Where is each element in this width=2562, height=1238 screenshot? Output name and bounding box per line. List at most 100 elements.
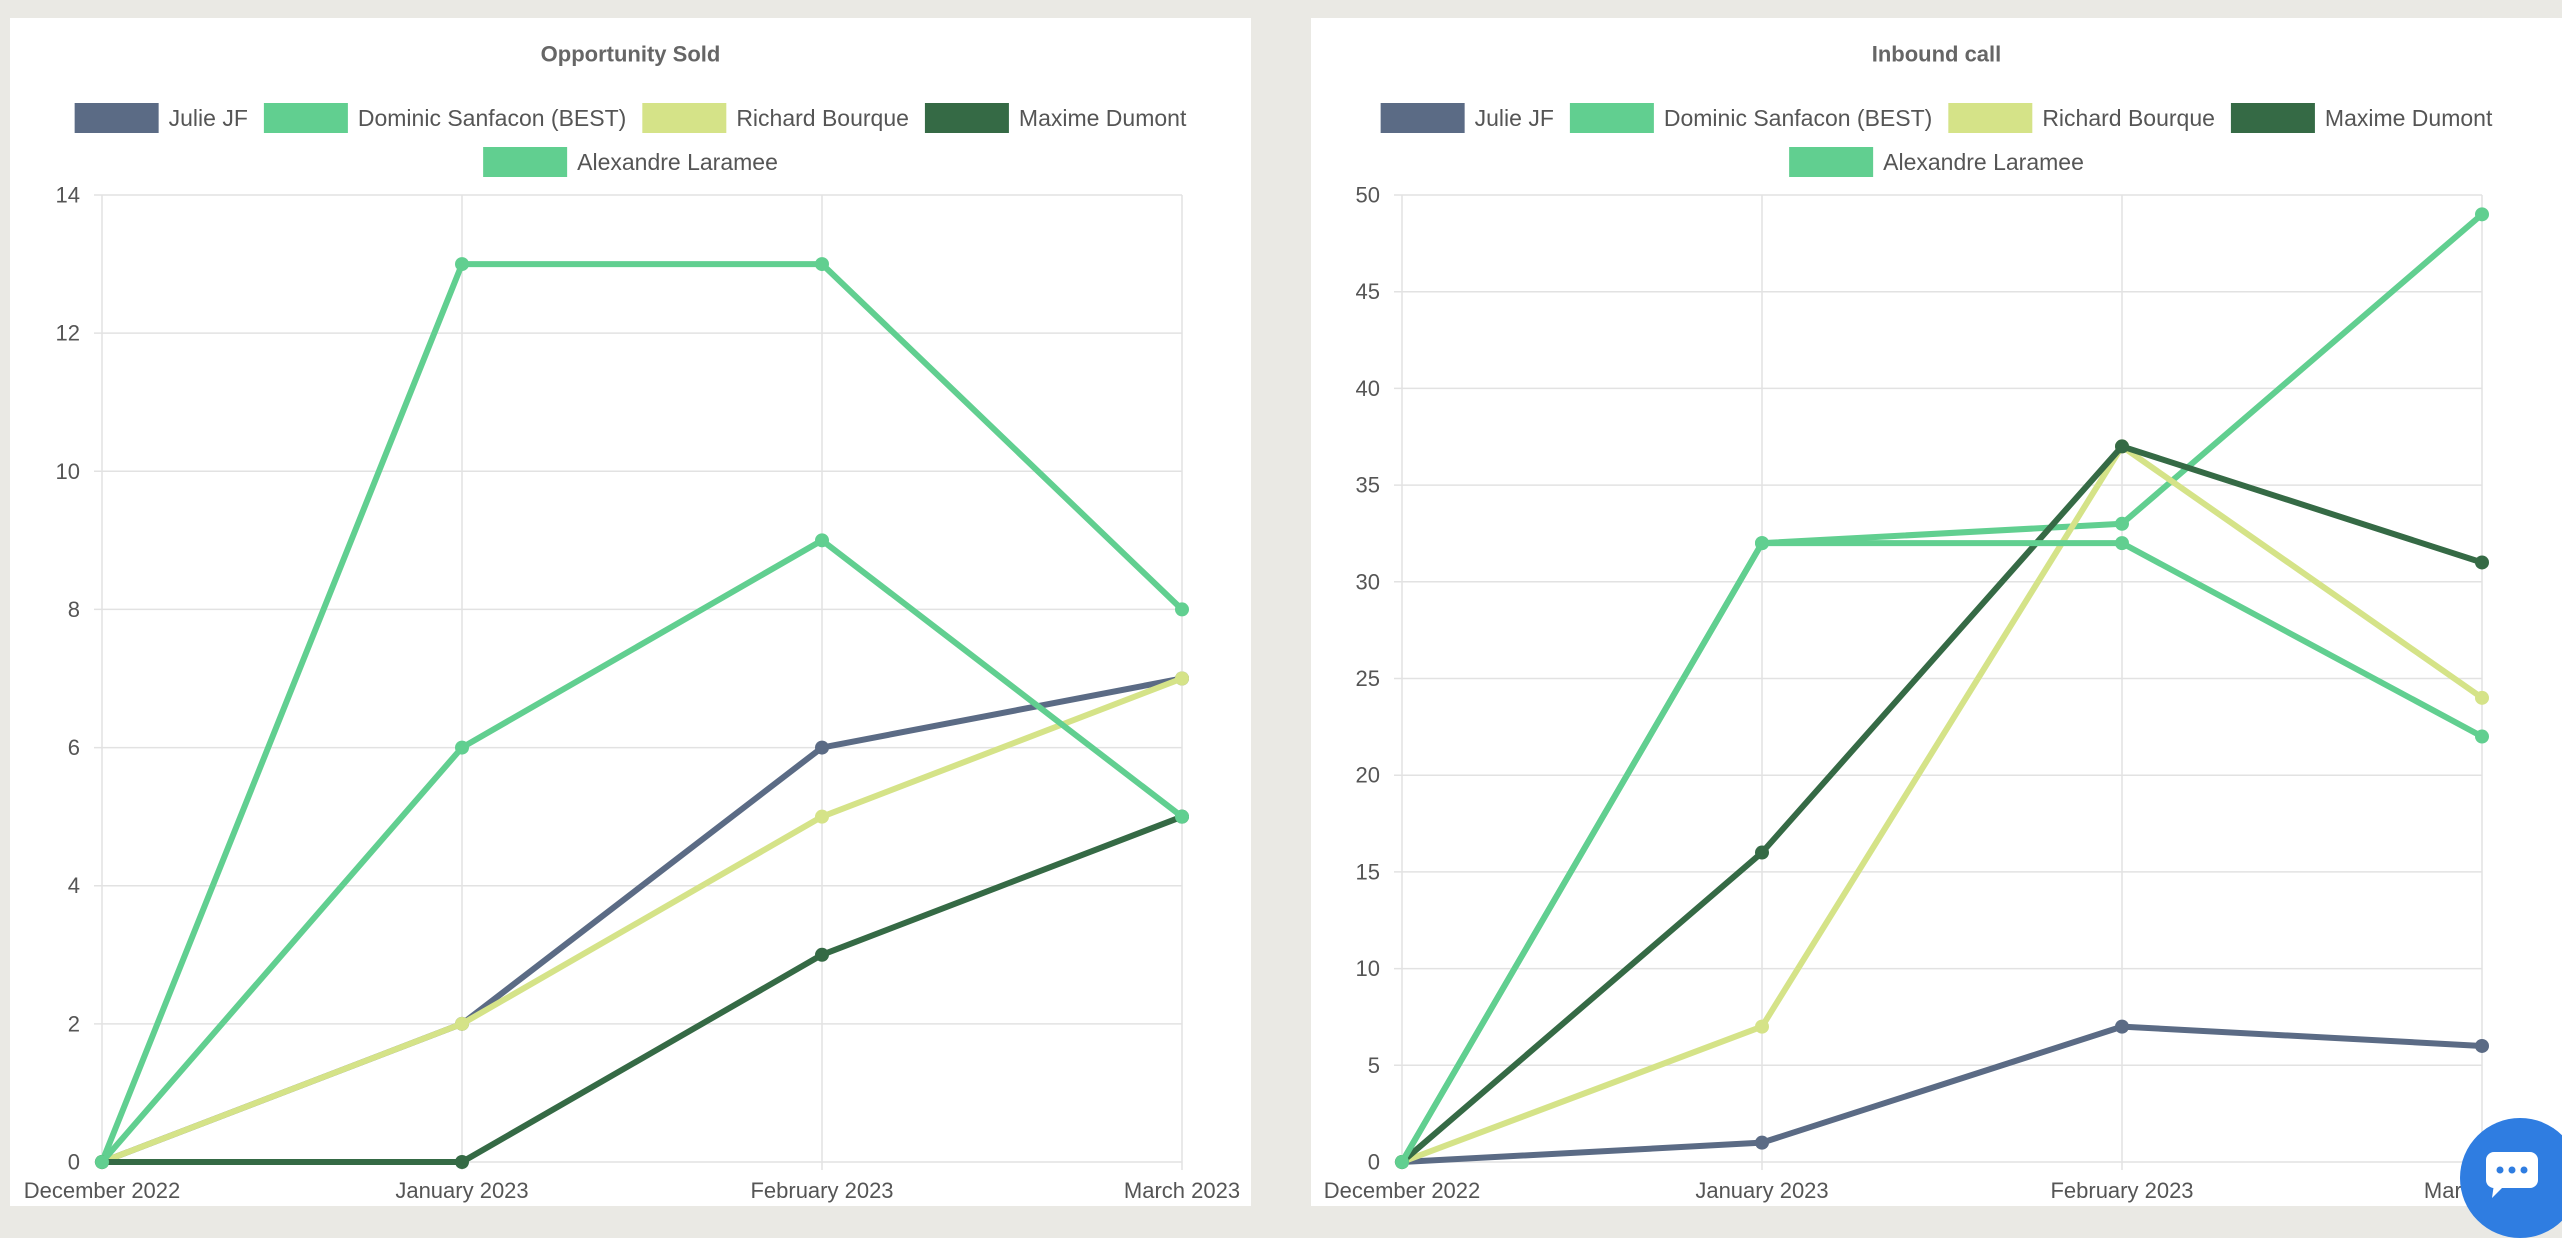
x-tick-label: December 2022 xyxy=(1324,1178,1481,1203)
legend-swatch xyxy=(74,103,159,133)
legend-label: Dominic Sanfacon (BEST) xyxy=(1664,105,1932,131)
data-point[interactable] xyxy=(1175,671,1189,686)
data-point[interactable] xyxy=(455,1155,469,1169)
series-alexandre-laramee xyxy=(95,533,1189,1169)
legend-label: Maxime Dumont xyxy=(2325,105,2493,131)
x-tick-label: January 2023 xyxy=(1695,1178,1828,1203)
series-line xyxy=(1400,443,2484,1165)
legend-label: Dominic Sanfacon (BEST) xyxy=(358,105,626,131)
legend-item-maxime-dumont[interactable]: Maxime Dumont xyxy=(924,103,1187,133)
data-point[interactable] xyxy=(815,809,829,824)
legend-item-richard-bourque[interactable]: Richard Bourque xyxy=(1948,103,2215,133)
legend-swatch xyxy=(1789,147,1874,177)
y-tick-label: 45 xyxy=(1356,279,1380,304)
y-tick-label: 10 xyxy=(56,459,80,484)
x-tick-label: February 2023 xyxy=(750,1178,893,1203)
y-tick-label: 0 xyxy=(68,1150,80,1175)
grid xyxy=(94,194,1183,1170)
legend-swatch xyxy=(1380,103,1465,133)
y-tick-label: 12 xyxy=(56,321,80,346)
series-maxime-dumont xyxy=(95,809,1189,1169)
data-point[interactable] xyxy=(2115,439,2129,454)
y-tick-label: 40 xyxy=(1356,376,1380,401)
data-point[interactable] xyxy=(815,257,829,272)
legend-label: Alexandre Laramee xyxy=(1883,149,2084,175)
series-line xyxy=(99,261,1185,1164)
legend-item-richard-bourque[interactable]: Richard Bourque xyxy=(642,103,909,133)
series-richard-bourque xyxy=(1395,439,2489,1169)
data-point[interactable] xyxy=(2475,1038,2489,1053)
legend-item-alexandre-laramee[interactable]: Alexandre Laramee xyxy=(483,147,778,177)
data-point[interactable] xyxy=(95,1155,109,1169)
data-point[interactable] xyxy=(1755,1135,1769,1150)
legend-item-dominic-sanfacon-best[interactable]: Dominic Sanfacon (BEST) xyxy=(1569,103,1932,133)
series-line xyxy=(1401,1023,2483,1165)
legend-swatch xyxy=(263,103,348,133)
data-point[interactable] xyxy=(1755,1019,1769,1034)
legend-item-maxime-dumont[interactable]: Maxime Dumont xyxy=(2230,103,2493,133)
data-point[interactable] xyxy=(2115,536,2129,551)
legend-swatch xyxy=(1569,103,1654,133)
x-tick-label: January 2023 xyxy=(395,1178,528,1203)
legend-label: Richard Bourque xyxy=(736,105,909,131)
legend-item-alexandre-laramee[interactable]: Alexandre Laramee xyxy=(1789,147,2084,177)
chat-widget-button[interactable] xyxy=(2460,1118,2562,1238)
chart-panel-inbound-call: Inbound call Julie JF Dominic Sanfacon (BE… xyxy=(1311,18,2562,1206)
x-tick-label: February 2023 xyxy=(2050,1178,2193,1203)
legend-label: Julie JF xyxy=(169,105,248,131)
data-point[interactable] xyxy=(1755,845,1769,860)
series-line xyxy=(102,813,1184,1165)
legend-item-dominic-sanfacon-best[interactable]: Dominic Sanfacon (BEST) xyxy=(263,103,626,133)
y-tick-label: 50 xyxy=(1356,183,1380,208)
y-tick-label: 30 xyxy=(1356,569,1380,594)
data-point[interactable] xyxy=(815,533,829,548)
data-point[interactable] xyxy=(2475,555,2489,570)
data-point[interactable] xyxy=(455,1016,469,1031)
inbound-call-chart: Inbound call Julie JF Dominic Sanfacon (BE… xyxy=(1324,42,2540,1204)
data-point[interactable] xyxy=(1175,809,1189,824)
series-line xyxy=(1399,540,2484,1164)
chart-title: Inbound call xyxy=(1872,42,2002,67)
data-point[interactable] xyxy=(2475,207,2489,222)
series-richard-bourque xyxy=(95,671,1189,1169)
legend-swatch xyxy=(483,147,568,177)
y-tick-label: 4 xyxy=(68,873,80,898)
y-tick-label: 8 xyxy=(68,597,80,622)
data-point[interactable] xyxy=(1395,1155,1409,1169)
x-tick-label: March 2023 xyxy=(1124,1178,1240,1203)
y-tick-label: 15 xyxy=(1356,859,1380,884)
chat-icon xyxy=(2486,1152,2538,1198)
data-point[interactable] xyxy=(2475,729,2489,744)
grid xyxy=(1394,194,2483,1170)
data-point[interactable] xyxy=(815,947,829,962)
data-point[interactable] xyxy=(2475,690,2489,705)
series-line xyxy=(1400,443,2483,1165)
y-tick-label: 0 xyxy=(1368,1150,1380,1175)
data-point[interactable] xyxy=(2115,516,2129,531)
legend-item-julie-jf[interactable]: Julie JF xyxy=(1380,103,1554,133)
legend-label: Maxime Dumont xyxy=(1019,105,1187,131)
data-point[interactable] xyxy=(815,740,829,755)
legend-label: Richard Bourque xyxy=(2042,105,2215,131)
y-tick-label: 20 xyxy=(1356,763,1380,788)
data-point[interactable] xyxy=(2115,1019,2129,1034)
data-point[interactable] xyxy=(455,740,469,755)
y-tick-label: 14 xyxy=(56,183,80,208)
data-point[interactable] xyxy=(1755,536,1769,551)
series-julie-jf xyxy=(1395,1019,2489,1169)
legend-item-julie-jf[interactable]: Julie JF xyxy=(74,103,248,133)
series-line xyxy=(100,675,1184,1165)
legend-label: Alexandre Laramee xyxy=(577,149,778,175)
data-point[interactable] xyxy=(1175,602,1189,617)
y-tick-label: 10 xyxy=(1356,956,1380,981)
y-tick-label: 35 xyxy=(1356,473,1380,498)
legend-swatch xyxy=(924,103,1009,133)
y-tick-label: 2 xyxy=(68,1011,80,1036)
series-dominic-sanfacon-best xyxy=(95,257,1189,1169)
opportunity-sold-chart: Opportunity Sold Julie JF Dominic Sanfacon… xyxy=(24,42,1240,1204)
chart-title: Opportunity Sold xyxy=(541,42,721,67)
data-point[interactable] xyxy=(455,257,469,272)
x-tick-label: December 2022 xyxy=(24,1178,181,1203)
legend-swatch xyxy=(2230,103,2315,133)
series-alexandre-laramee xyxy=(1395,536,2489,1169)
